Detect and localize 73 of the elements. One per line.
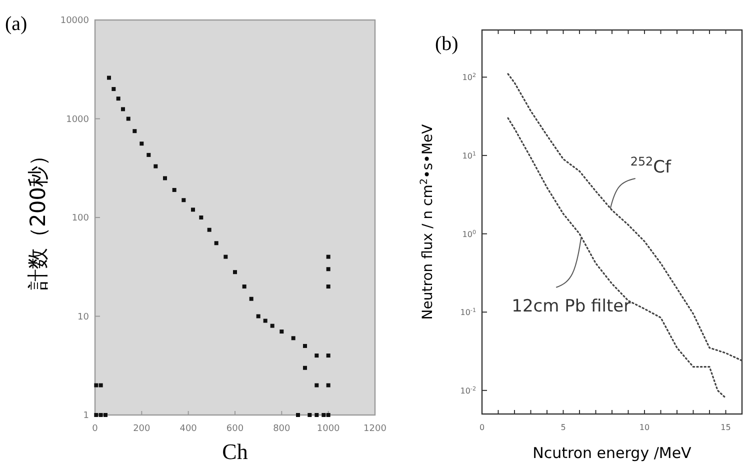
point <box>199 216 204 220</box>
point <box>291 336 296 340</box>
x-tick-label: 1200 <box>364 424 387 434</box>
point <box>172 188 176 192</box>
y-tick-label: 10000 <box>60 16 90 26</box>
point <box>322 413 326 417</box>
y-tick-label: 1 <box>83 411 89 421</box>
point <box>140 142 144 146</box>
y-tick-label: 10$^{-1}$ <box>460 307 476 318</box>
point <box>314 383 319 388</box>
annotation: $^{252}$Cf <box>630 154 672 178</box>
point <box>303 344 307 348</box>
point <box>126 116 130 121</box>
point <box>104 413 108 417</box>
point <box>107 76 111 80</box>
annotation: 12cm Pb filter <box>512 296 631 316</box>
x-tick-label: 15 <box>720 423 731 432</box>
point <box>256 314 260 318</box>
point <box>296 413 300 417</box>
y-tick-label: 10$^{-2}$ <box>460 385 476 396</box>
x-tick-label: 0 <box>479 423 485 432</box>
point <box>308 413 312 417</box>
x-tick-label: 200 <box>133 424 151 434</box>
point <box>154 164 158 168</box>
line-series <box>507 117 727 399</box>
point <box>163 176 167 180</box>
y-tick-label: 10$^{0}$ <box>462 228 476 239</box>
x-tick-label: 1000 <box>316 424 340 434</box>
point <box>224 254 228 259</box>
point <box>249 296 254 301</box>
y-tick-label: 10$^{2}$ <box>462 72 476 82</box>
point <box>214 241 218 246</box>
point <box>326 413 330 417</box>
point <box>132 129 137 134</box>
y-tick-label: 100 <box>72 214 90 224</box>
point <box>146 152 151 157</box>
point <box>263 318 268 323</box>
x-tick-label: 600 <box>226 424 244 434</box>
point <box>121 107 125 112</box>
chart-title: (b) <box>435 33 458 55</box>
point <box>326 284 330 289</box>
point <box>233 270 237 274</box>
x-axis-title: Ncutron energy /MeV <box>532 444 692 462</box>
point <box>182 198 186 202</box>
point <box>326 267 330 272</box>
point <box>270 324 274 328</box>
y-tick-label: 10 <box>78 312 90 322</box>
x-tick-label: 400 <box>180 424 198 434</box>
point <box>94 383 98 388</box>
point <box>314 413 319 417</box>
point <box>207 228 212 232</box>
point <box>116 96 120 101</box>
y-tick-label: 1000 <box>66 114 90 125</box>
point <box>303 366 307 370</box>
x-tick-label: 0 <box>92 424 98 434</box>
x-tick-label: 10 <box>639 423 650 432</box>
point <box>326 354 330 358</box>
point <box>280 330 284 334</box>
chart-title: (a) <box>5 13 28 35</box>
y-axis-title: 計数（200秒） <box>26 144 50 290</box>
x-tick-label: 800 <box>273 424 291 434</box>
point <box>314 354 319 358</box>
point <box>112 87 116 92</box>
x-axis-title: Ch <box>222 439 248 464</box>
y-tick-label: 10$^{1}$ <box>462 150 476 160</box>
x-tick-label: 5 <box>560 423 566 432</box>
point <box>98 413 103 417</box>
point <box>191 208 195 212</box>
point <box>98 383 103 388</box>
point <box>242 284 246 289</box>
point <box>326 254 330 259</box>
line-series <box>507 73 743 362</box>
point <box>326 383 330 388</box>
